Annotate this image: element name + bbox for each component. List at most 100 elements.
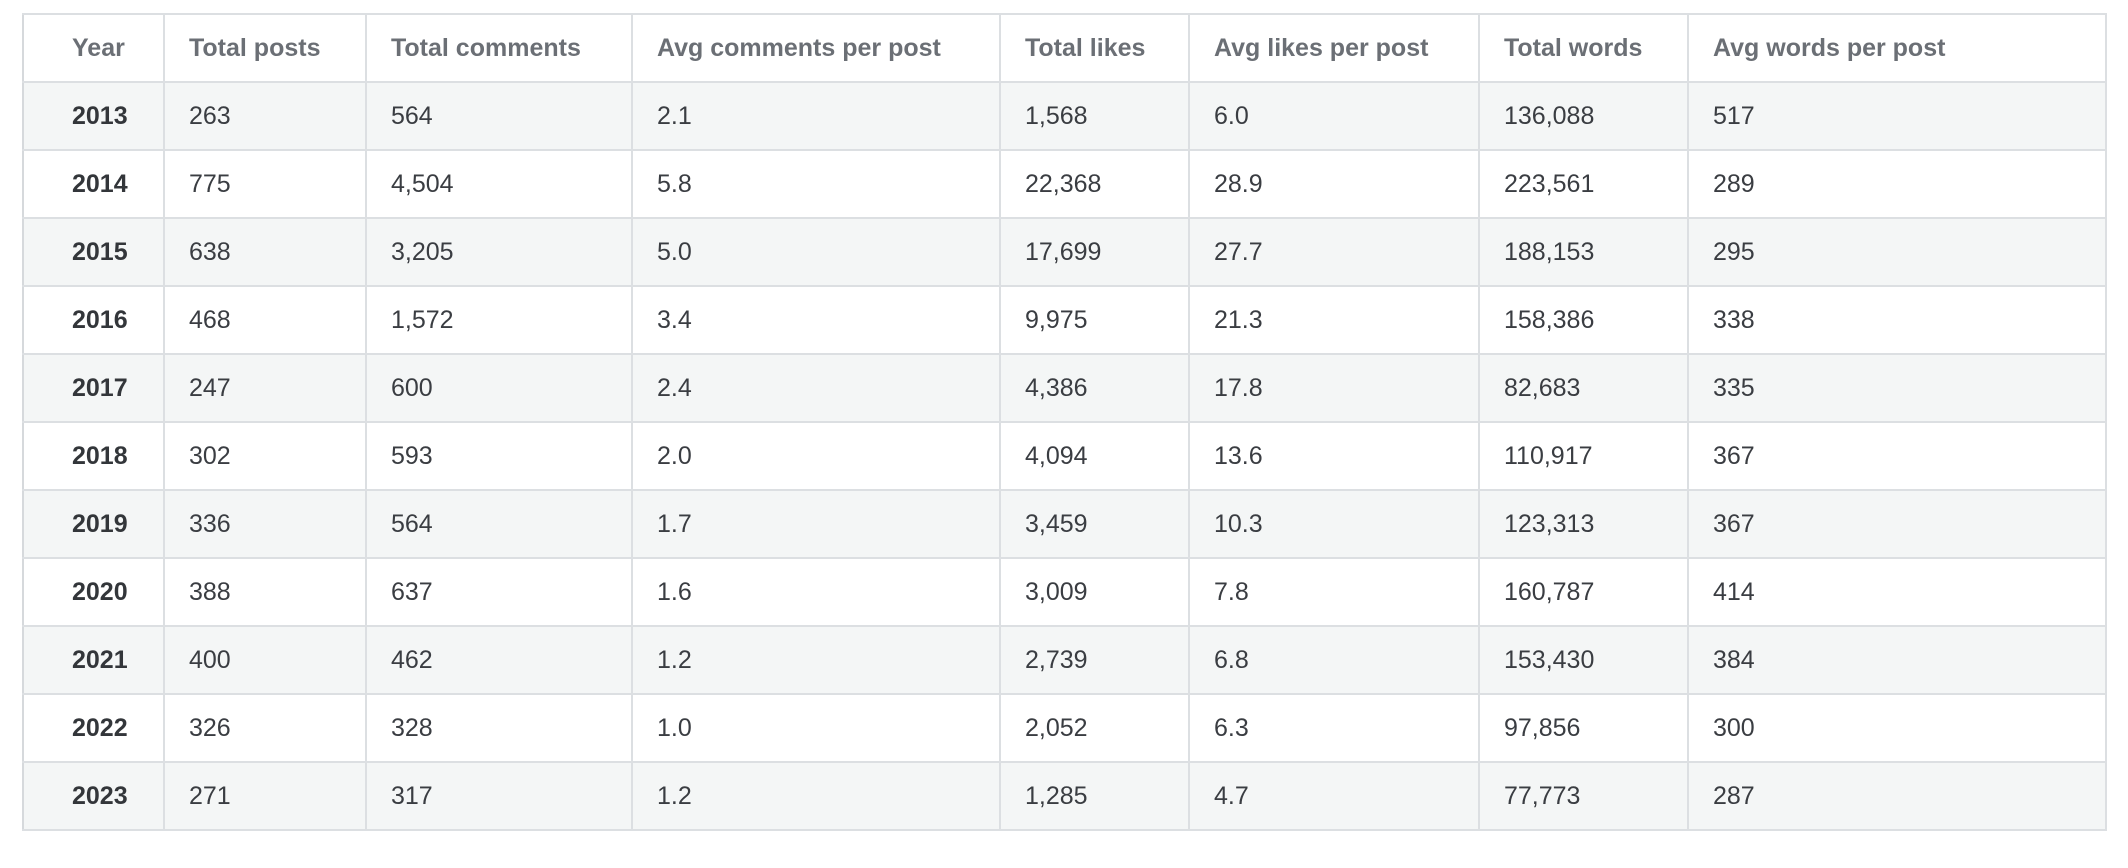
avg-words-per-post-cell: 295	[1687, 217, 2107, 287]
table-row: 2015 638 3,205 5.0 17,699 27.7 188,153 295	[22, 217, 2107, 287]
avg-likes-per-post-cell: 4.7	[1188, 761, 1480, 831]
avg-likes-per-post-cell: 6.8	[1188, 625, 1480, 695]
total-comments-cell: 564	[365, 81, 633, 151]
table-row: 2023 271 317 1.2 1,285 4.7 77,773 287	[22, 761, 2107, 831]
total-posts-cell: 326	[163, 693, 367, 763]
avg-likes-per-post-cell: 21.3	[1188, 285, 1480, 355]
total-comments-cell: 462	[365, 625, 633, 695]
total-words-cell: 223,561	[1478, 149, 1689, 219]
avg-likes-per-post-cell: 27.7	[1188, 217, 1480, 287]
table-row: 2018 302 593 2.0 4,094 13.6 110,917 367	[22, 421, 2107, 491]
year-cell: 2022	[22, 693, 165, 763]
total-words-cell: 153,430	[1478, 625, 1689, 695]
avg-likes-per-post-cell: 17.8	[1188, 353, 1480, 423]
stats-table-container: Year Total posts Total comments Avg comm…	[22, 13, 2107, 831]
table-row: 2016 468 1,572 3.4 9,975 21.3 158,386 338	[22, 285, 2107, 355]
avg-comments-per-post-cell: 1.0	[631, 693, 1001, 763]
year-cell: 2023	[22, 761, 165, 831]
total-words-cell: 97,856	[1478, 693, 1689, 763]
column-header-total-comments[interactable]: Total comments	[365, 13, 633, 83]
total-posts-cell: 775	[163, 149, 367, 219]
total-words-cell: 136,088	[1478, 81, 1689, 151]
avg-words-per-post-cell: 289	[1687, 149, 2107, 219]
total-comments-cell: 564	[365, 489, 633, 559]
total-likes-cell: 1,568	[999, 81, 1190, 151]
total-comments-cell: 3,205	[365, 217, 633, 287]
total-posts-cell: 271	[163, 761, 367, 831]
column-header-total-likes[interactable]: Total likes	[999, 13, 1190, 83]
avg-comments-per-post-cell: 5.8	[631, 149, 1001, 219]
total-posts-cell: 247	[163, 353, 367, 423]
avg-words-per-post-cell: 338	[1687, 285, 2107, 355]
total-words-cell: 188,153	[1478, 217, 1689, 287]
total-likes-cell: 17,699	[999, 217, 1190, 287]
avg-comments-per-post-cell: 1.7	[631, 489, 1001, 559]
total-words-cell: 158,386	[1478, 285, 1689, 355]
avg-likes-per-post-cell: 7.8	[1188, 557, 1480, 627]
avg-words-per-post-cell: 414	[1687, 557, 2107, 627]
avg-comments-per-post-cell: 2.4	[631, 353, 1001, 423]
avg-words-per-post-cell: 367	[1687, 421, 2107, 491]
total-posts-cell: 336	[163, 489, 367, 559]
avg-likes-per-post-cell: 28.9	[1188, 149, 1480, 219]
total-likes-cell: 22,368	[999, 149, 1190, 219]
total-likes-cell: 2,739	[999, 625, 1190, 695]
total-words-cell: 110,917	[1478, 421, 1689, 491]
year-cell: 2017	[22, 353, 165, 423]
total-posts-cell: 638	[163, 217, 367, 287]
column-header-avg-likes-per-post[interactable]: Avg likes per post	[1188, 13, 1480, 83]
avg-likes-per-post-cell: 13.6	[1188, 421, 1480, 491]
total-comments-cell: 600	[365, 353, 633, 423]
total-comments-cell: 4,504	[365, 149, 633, 219]
table-row: 2013 263 564 2.1 1,568 6.0 136,088 517	[22, 81, 2107, 151]
table-body: 2013 263 564 2.1 1,568 6.0 136,088 517 2014 775 4,…	[22, 81, 2107, 831]
total-comments-cell: 593	[365, 421, 633, 491]
total-posts-cell: 468	[163, 285, 367, 355]
avg-words-per-post-cell: 367	[1687, 489, 2107, 559]
avg-comments-per-post-cell: 3.4	[631, 285, 1001, 355]
table-row: 2021 400 462 1.2 2,739 6.8 153,430 384	[22, 625, 2107, 695]
total-likes-cell: 3,459	[999, 489, 1190, 559]
table-header-row: Year Total posts Total comments Avg comm…	[22, 13, 2107, 83]
total-comments-cell: 328	[365, 693, 633, 763]
column-header-avg-comments-per-post[interactable]: Avg comments per post	[631, 13, 1001, 83]
total-likes-cell: 1,285	[999, 761, 1190, 831]
avg-likes-per-post-cell: 6.0	[1188, 81, 1480, 151]
avg-comments-per-post-cell: 2.0	[631, 421, 1001, 491]
avg-words-per-post-cell: 287	[1687, 761, 2107, 831]
total-likes-cell: 9,975	[999, 285, 1190, 355]
avg-words-per-post-cell: 384	[1687, 625, 2107, 695]
table-row: 2014 775 4,504 5.8 22,368 28.9 223,561 289	[22, 149, 2107, 219]
avg-comments-per-post-cell: 5.0	[631, 217, 1001, 287]
total-posts-cell: 400	[163, 625, 367, 695]
avg-likes-per-post-cell: 10.3	[1188, 489, 1480, 559]
total-comments-cell: 1,572	[365, 285, 633, 355]
column-header-total-posts[interactable]: Total posts	[163, 13, 367, 83]
avg-comments-per-post-cell: 1.6	[631, 557, 1001, 627]
yearly-stats-table: Year Total posts Total comments Avg comm…	[22, 13, 2107, 831]
year-cell: 2020	[22, 557, 165, 627]
year-cell: 2018	[22, 421, 165, 491]
year-cell: 2013	[22, 81, 165, 151]
total-posts-cell: 388	[163, 557, 367, 627]
column-header-avg-words-per-post[interactable]: Avg words per post	[1687, 13, 2107, 83]
year-cell: 2014	[22, 149, 165, 219]
table-row: 2022 326 328 1.0 2,052 6.3 97,856 300	[22, 693, 2107, 763]
avg-likes-per-post-cell: 6.3	[1188, 693, 1480, 763]
year-cell: 2019	[22, 489, 165, 559]
avg-comments-per-post-cell: 1.2	[631, 625, 1001, 695]
table-row: 2017 247 600 2.4 4,386 17.8 82,683 335	[22, 353, 2107, 423]
avg-comments-per-post-cell: 1.2	[631, 761, 1001, 831]
total-likes-cell: 2,052	[999, 693, 1190, 763]
total-likes-cell: 4,386	[999, 353, 1190, 423]
column-header-total-words[interactable]: Total words	[1478, 13, 1689, 83]
avg-words-per-post-cell: 517	[1687, 81, 2107, 151]
total-likes-cell: 4,094	[999, 421, 1190, 491]
avg-comments-per-post-cell: 2.1	[631, 81, 1001, 151]
table-row: 2019 336 564 1.7 3,459 10.3 123,313 367	[22, 489, 2107, 559]
total-words-cell: 160,787	[1478, 557, 1689, 627]
year-cell: 2015	[22, 217, 165, 287]
column-header-year[interactable]: Year	[22, 13, 165, 83]
avg-words-per-post-cell: 335	[1687, 353, 2107, 423]
total-posts-cell: 302	[163, 421, 367, 491]
